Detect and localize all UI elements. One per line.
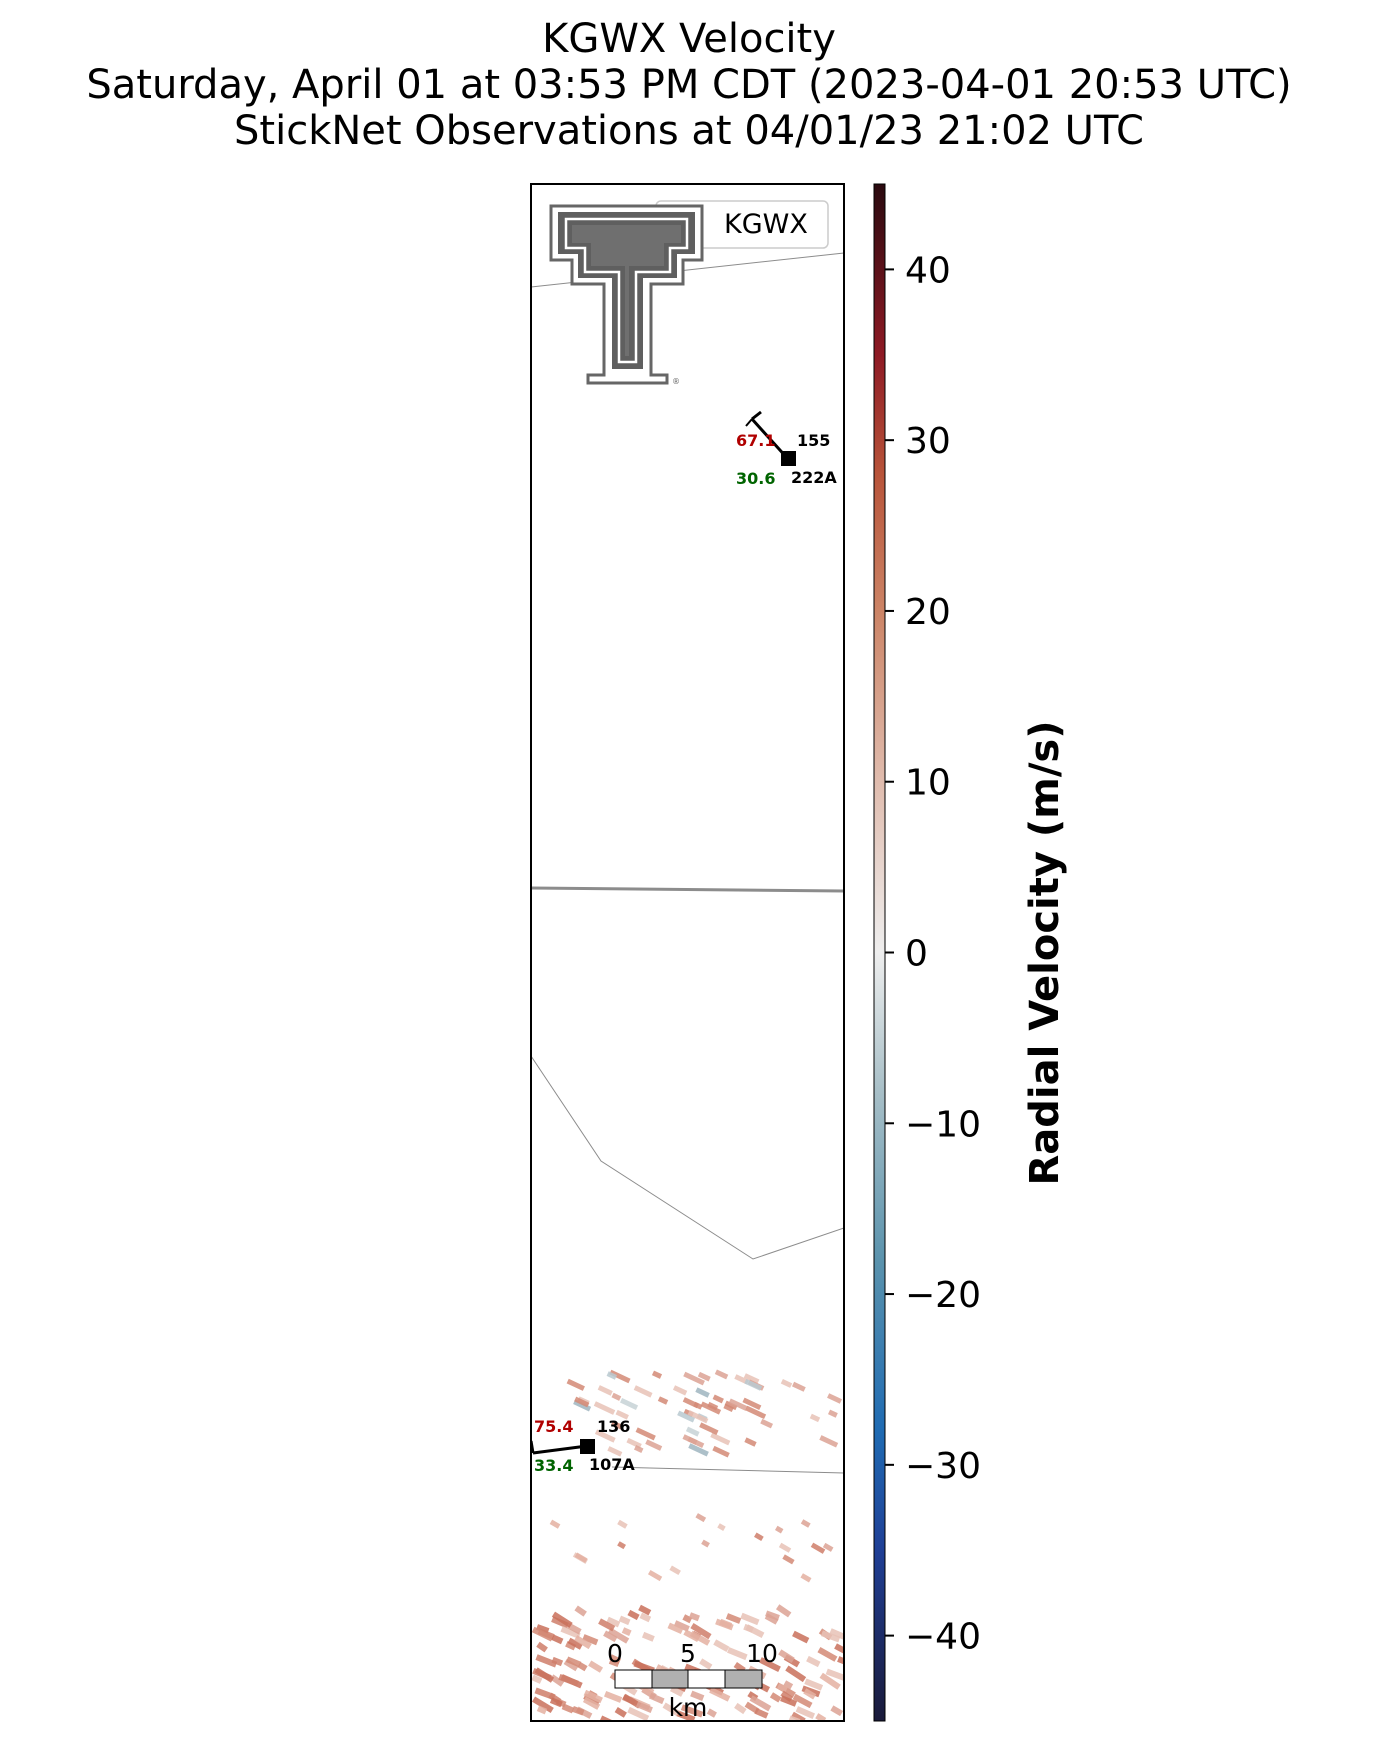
state-boundary — [531, 886, 844, 893]
station-marker — [781, 451, 796, 466]
svg-text:®: ® — [672, 377, 680, 386]
wind-barb-shaft — [532, 1444, 588, 1455]
scale-unit: km — [669, 1693, 708, 1722]
station-dewpoint: 30.6 — [736, 469, 775, 488]
station-222a: 67.1 155 30.6 222A — [736, 410, 837, 488]
chart-subtitle-obs: StickNet Observations at 04/01/23 21:02 … — [234, 108, 1144, 154]
chart-title: KGWX Velocity — [542, 16, 836, 62]
station-dewpoint: 33.4 — [534, 1456, 573, 1475]
scale-bar: 0 5 10 km — [607, 1639, 778, 1722]
colorbar-tick-label: 30 — [905, 421, 951, 462]
colorbar-tick-label: 40 — [905, 250, 951, 291]
colorbar-tick-label: −40 — [905, 1617, 981, 1658]
colorbar-tick-label: 20 — [905, 592, 951, 633]
velocity-gates — [531, 1369, 844, 1721]
chart-subtitle-time: Saturday, April 01 at 03:53 PM CDT (2023… — [86, 62, 1292, 108]
colorbar-tick-label: 10 — [905, 763, 951, 804]
scale-label-0: 0 — [607, 1639, 623, 1668]
colorbar-tick-label: −30 — [905, 1446, 981, 1487]
colorbar-gradient — [873, 183, 886, 1722]
colorbar-tick-label: −10 — [905, 1104, 981, 1145]
station-marker — [580, 1439, 595, 1454]
colorbar-label: Radial Velocity (m/s) — [1022, 720, 1068, 1185]
texas-tech-logo: ® — [549, 204, 704, 386]
map-background — [531, 184, 844, 1721]
wind-barb-flag — [745, 418, 753, 427]
colorbar-tick-label: −20 — [905, 1275, 981, 1316]
station-pressure: 136 — [597, 1417, 630, 1436]
station-107a: 75.4 136 33.4 107A — [531, 1417, 635, 1475]
colorbar: 40 30 20 10 0 −10 −20 −30 −40 Radial Velocity (m… — [873, 183, 1068, 1722]
station-id: 222A — [791, 468, 837, 487]
wind-barb-flag — [751, 410, 762, 421]
station-id: 107A — [589, 1455, 635, 1474]
colorbar-tick-label: 0 — [905, 934, 928, 975]
station-pressure: 155 — [797, 431, 830, 450]
colorbar-ticks: 40 30 20 10 0 −10 −20 −30 −40 — [885, 250, 981, 1658]
county-boundary — [531, 1055, 844, 1260]
station-temp: 75.4 — [534, 1417, 573, 1436]
scale-label-10: 10 — [746, 1639, 778, 1668]
legend-label: KGWX — [724, 209, 808, 240]
map-panel: 67.1 155 30.6 222A 75.4 136 33.4 107A KG… — [530, 183, 845, 1722]
county-boundary — [611, 1466, 844, 1474]
scale-label-5: 5 — [680, 1639, 696, 1668]
map-frame — [530, 183, 845, 1722]
station-temp: 67.1 — [736, 431, 775, 450]
